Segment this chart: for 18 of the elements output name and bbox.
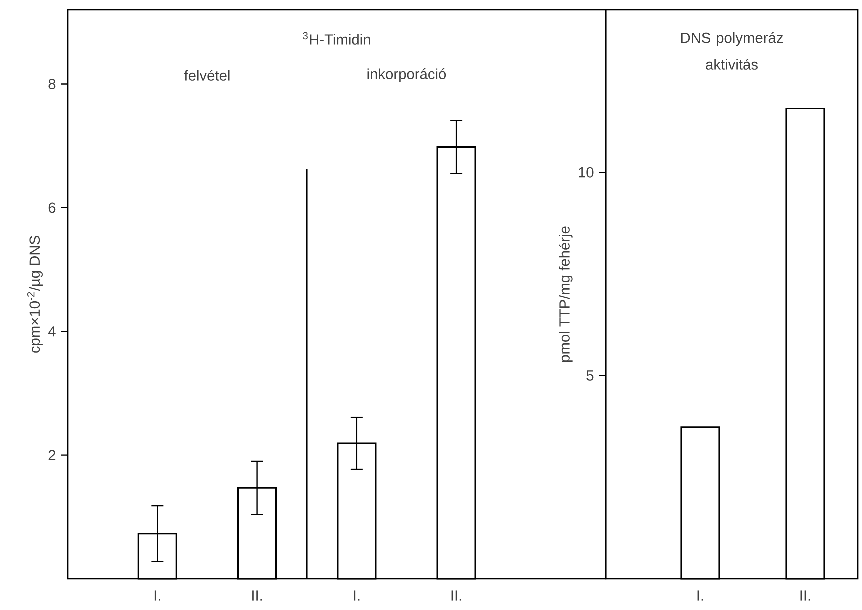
annotation: inkorporáció bbox=[368, 68, 446, 82]
x-tick-label: II. bbox=[800, 590, 810, 601]
x-tick-label: I. bbox=[154, 590, 160, 601]
x-tick-label: II. bbox=[452, 590, 462, 601]
x-tick-label: I. bbox=[698, 590, 704, 601]
text: $^{3}$H-Timidin bbox=[303, 32, 370, 45]
y-tick-label: 2 bbox=[48, 450, 56, 460]
y-tick-label: 4 bbox=[48, 326, 56, 337]
y-tick-label: 5 bbox=[586, 370, 594, 381]
text: DNS polymeráz aktivitás bbox=[681, 32, 784, 70]
y-axis-title: cpm×10$^{-2}$/µg DNS bbox=[27, 236, 43, 353]
y-tick-label: 10 bbox=[579, 167, 594, 178]
annotation: felvétel bbox=[184, 70, 230, 81]
y-tick-label: 8 bbox=[48, 79, 56, 90]
y-tick-label: 6 bbox=[48, 202, 56, 214]
x-tick-label: I. bbox=[354, 590, 360, 601]
y-axis-title: pmol TTP/mg fehérje bbox=[558, 226, 573, 362]
x-tick-label: II. bbox=[252, 590, 262, 601]
